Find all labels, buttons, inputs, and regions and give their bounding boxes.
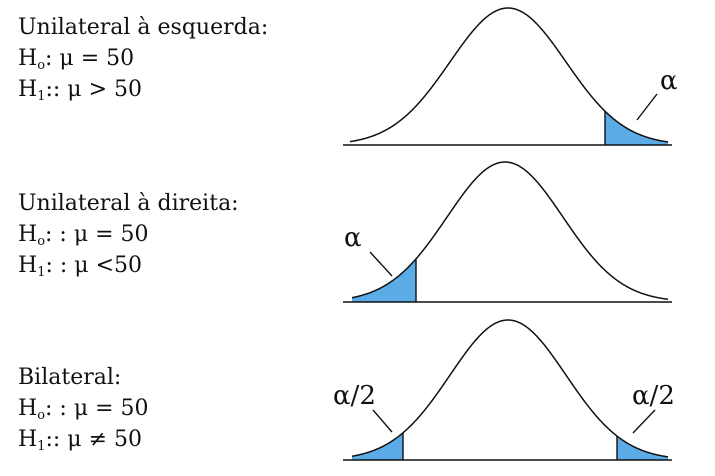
rejection-region-left [352,432,403,460]
rejection-region-right [605,111,668,145]
h-symbol: H [18,253,38,278]
alt-hypothesis: H1:: μ ≠ 50 [18,424,149,455]
normal-curve [351,319,669,458]
curve-panel-3: α/2 α/2 [333,319,675,461]
h1-subscript: 1 [37,89,46,104]
alpha-left-label: α/2 [333,381,376,411]
alpha-pointer [369,251,393,277]
alt-hypothesis-text: :: μ > 50 [45,77,142,102]
rejection-region-right [617,436,668,460]
panel-left-tail-text: Unilateral à esquerda: Ho: μ = 50 H1:: μ… [18,12,268,105]
normal-curve [351,161,669,301]
h-symbol: H [18,77,38,102]
curve-panel-2: α [343,161,672,303]
panel-bilateral-text: Bilateral: Ho: : μ = 50 H1:: μ ≠ 50 [18,362,149,455]
panel-right-tail-text: Unilateral à direita: Ho: : μ = 50 H1: :… [18,188,239,281]
panel-title: Bilateral: [18,365,122,390]
null-hypothesis-text: : : μ = 50 [45,396,149,421]
alt-hypothesis: H1: : μ <50 [18,250,239,281]
null-hypothesis-text: : μ = 50 [45,46,135,71]
h1-subscript: 1 [37,439,46,454]
alt-hypothesis: H1:: μ > 50 [18,74,268,105]
null-hypothesis: Ho: μ = 50 [18,43,268,74]
rejection-region-left [352,258,416,302]
curve-panel-1: α [343,7,678,146]
h0-subscript: o [37,234,46,249]
alpha-label: α [660,66,678,96]
h0-subscript: o [37,58,46,73]
h0-subscript: o [37,408,46,423]
null-hypothesis: Ho: : μ = 50 [18,393,149,424]
alt-hypothesis-text: :: μ ≠ 50 [45,427,142,452]
alpha-left-pointer [372,409,393,433]
alpha-label: α [344,223,362,253]
alpha-right-pointer [632,409,656,434]
alpha-pointer [636,93,658,121]
null-hypothesis: Ho: : μ = 50 [18,219,239,250]
h-symbol: H [18,396,38,421]
panel-title: Unilateral à direita: [18,191,239,216]
h-symbol: H [18,46,38,71]
null-hypothesis-text: : : μ = 50 [45,222,149,247]
panel-title: Unilateral à esquerda: [18,15,269,40]
alt-hypothesis-text: : : μ <50 [45,253,142,278]
h-symbol: H [18,427,38,452]
normal-curve [349,7,669,143]
alpha-right-label: α/2 [632,381,675,411]
h1-subscript: 1 [37,265,46,280]
h-symbol: H [18,222,38,247]
